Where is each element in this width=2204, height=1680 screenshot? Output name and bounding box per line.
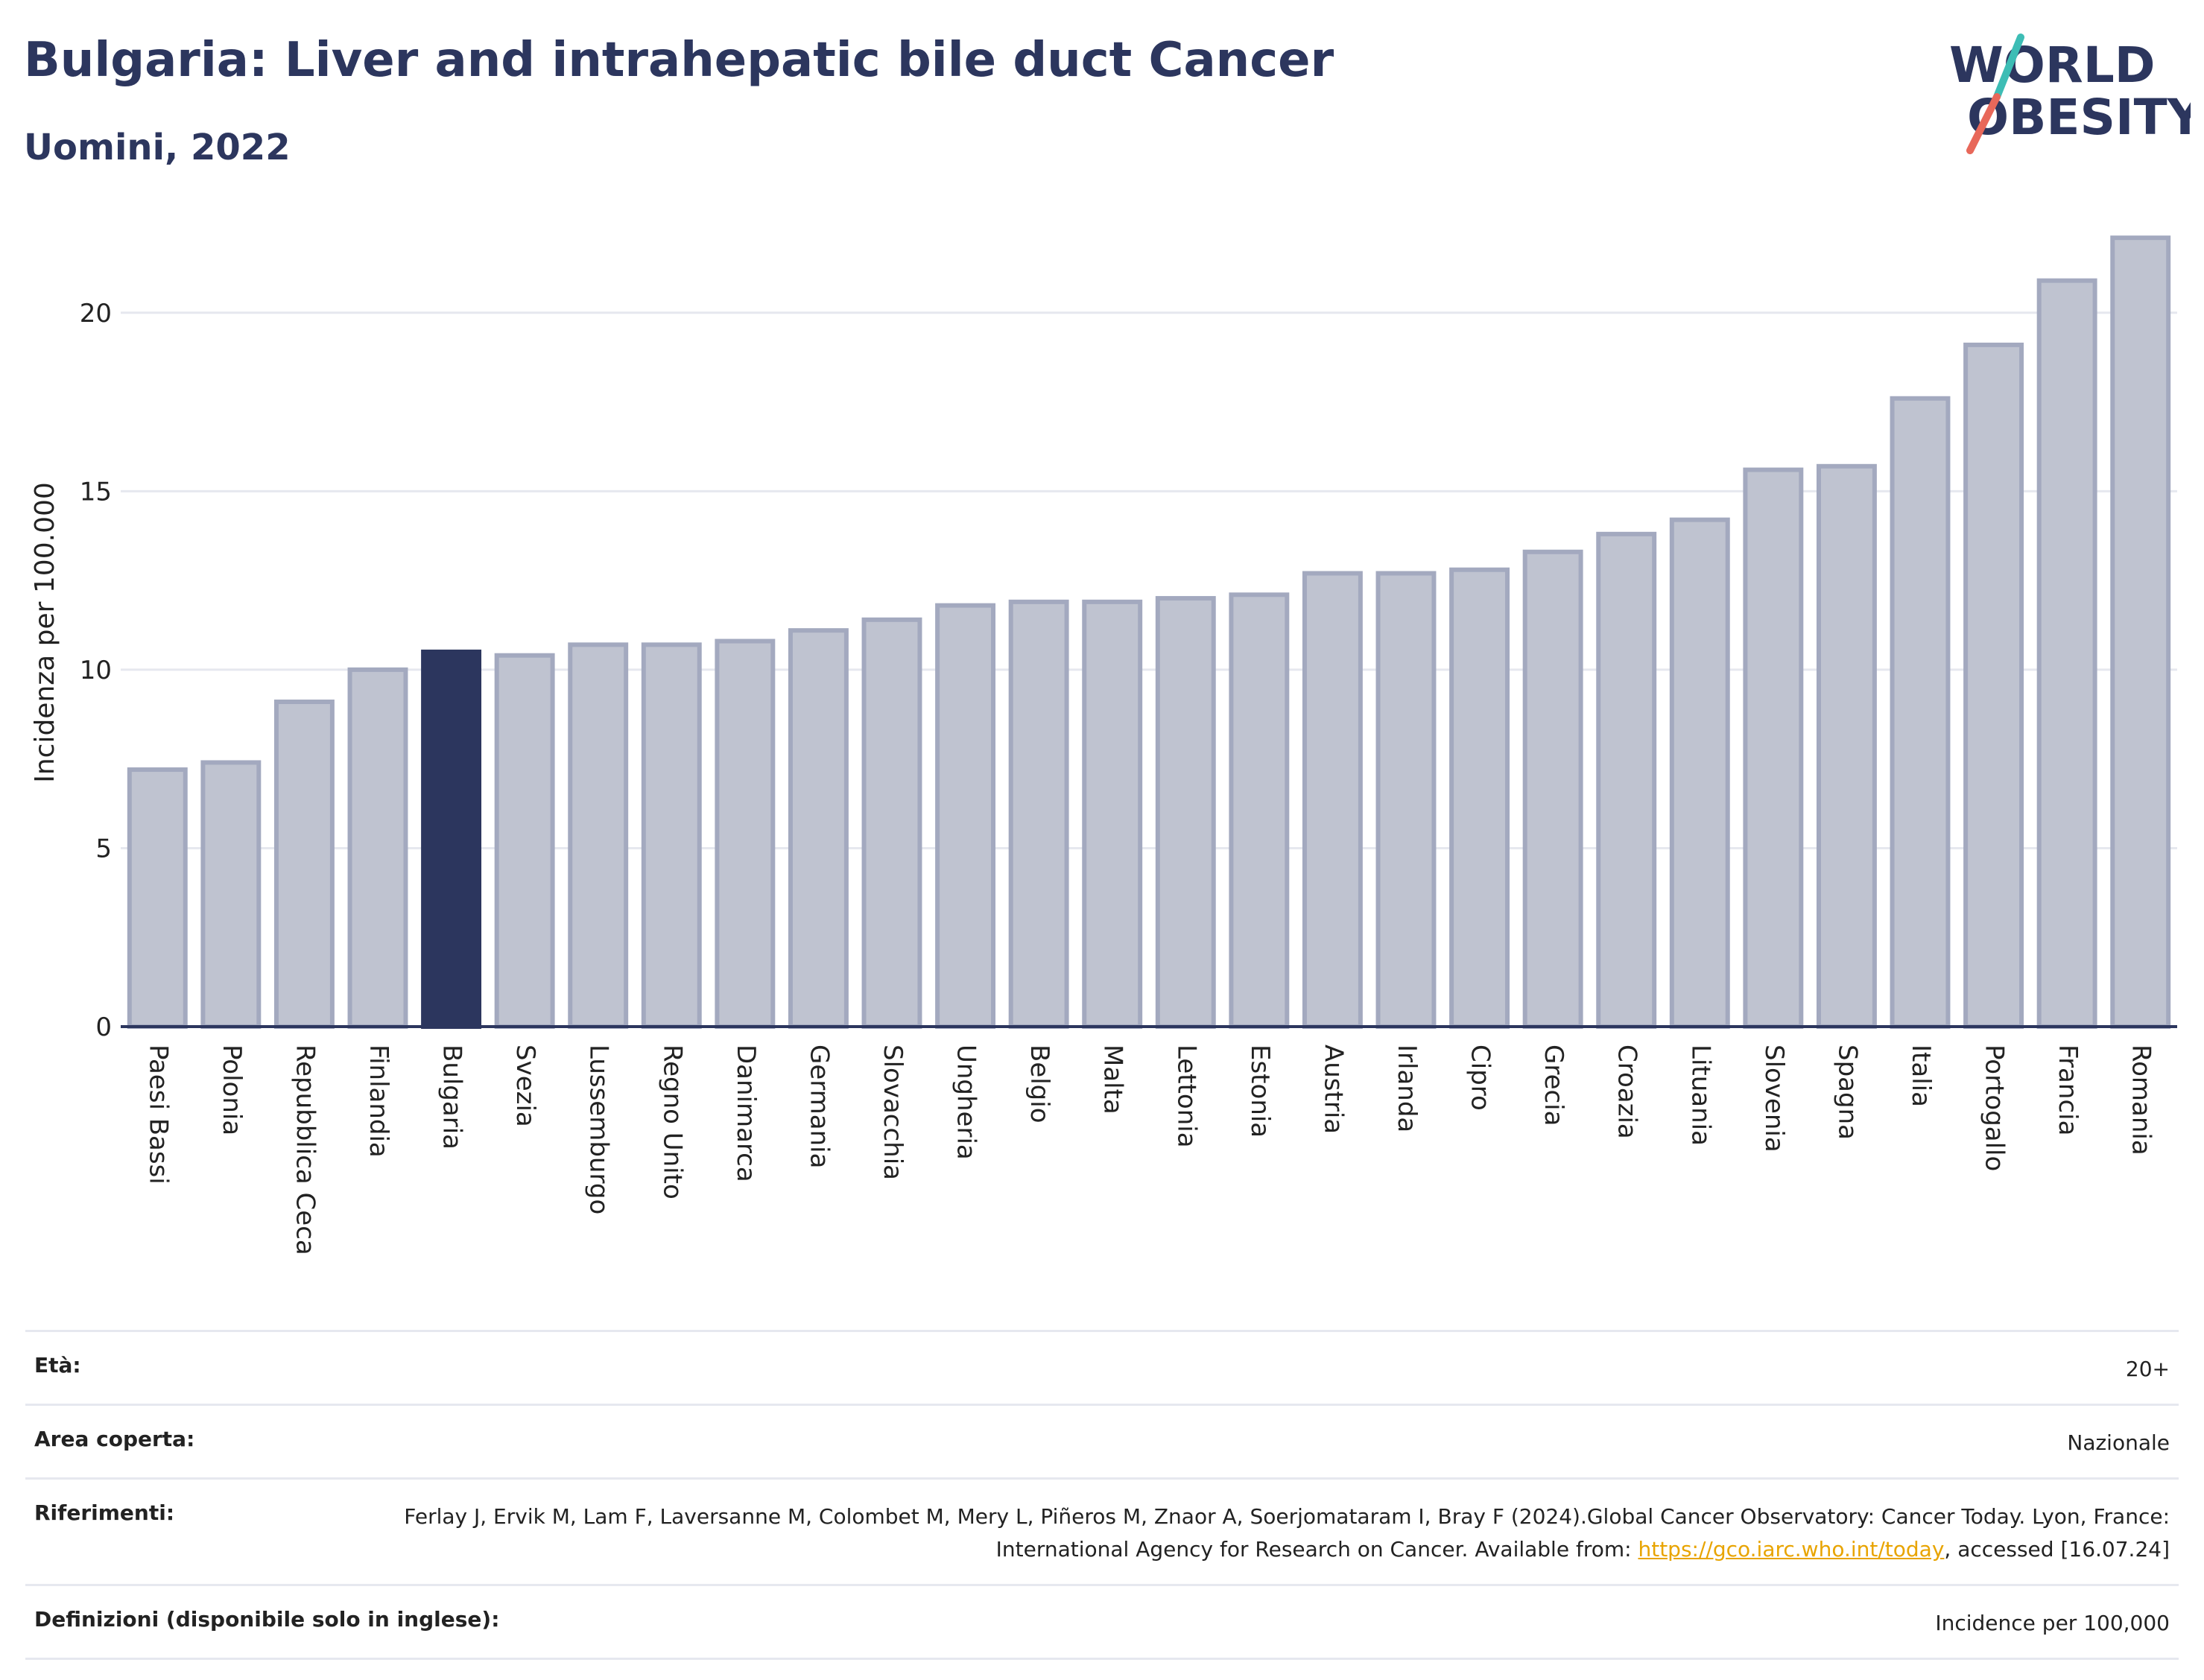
bar-slovacchia[interactable]	[861, 617, 922, 1029]
meta-label-age: Età:	[34, 1353, 81, 1378]
x-tick-label: Lettonia	[1171, 1045, 1201, 1148]
bar-ungheria[interactable]	[935, 603, 996, 1029]
y-tick-label: 15	[80, 477, 112, 507]
page-title: Bulgaria: Liver and intrahepatic bile du…	[24, 33, 1334, 88]
x-tick-label: Austria	[1318, 1045, 1348, 1134]
bar-chart: 0 5 10 15 20 Paesi Bassi Polonia Repubblica Ce…	[30, 235, 2177, 1255]
x-tick-label: Regno Unito	[657, 1045, 687, 1199]
bar-cipro[interactable]	[1449, 567, 1510, 1029]
bar-estonia[interactable]	[1229, 592, 1290, 1029]
y-tick-label: 10	[80, 656, 112, 685]
x-tick-label: Bulgaria	[437, 1045, 467, 1150]
meta-label-definitions: Definizioni (disponibile solo in inglese…	[34, 1607, 500, 1632]
x-tick-label: Malta	[1098, 1045, 1128, 1115]
bar-grecia[interactable]	[1522, 549, 1583, 1029]
x-tick-label: Lituania	[1685, 1045, 1715, 1146]
x-tick-label: Ungheria	[951, 1045, 981, 1160]
reference-text: Ferlay J, Ervik M, Lam F, Laversanne M, …	[404, 1504, 2170, 1562]
x-tick-label: Lussemburgo	[584, 1045, 614, 1214]
x-tick-label: Grecia	[1539, 1045, 1568, 1126]
bar-bulgaria[interactable]	[421, 649, 482, 1030]
bar-belgio[interactable]	[1008, 599, 1069, 1029]
x-tick-label: Germania	[804, 1045, 834, 1168]
bar-spagna[interactable]	[1816, 463, 1877, 1029]
y-tick-label: 20	[80, 299, 112, 329]
x-tick-label: Danimarca	[731, 1045, 761, 1182]
logo-text-obesity: OBESITY	[1967, 89, 2191, 146]
bar-lettonia[interactable]	[1155, 596, 1216, 1029]
bar-regno-unito[interactable]	[641, 642, 702, 1029]
bar-romania[interactable]	[2110, 235, 2171, 1030]
bar-francia[interactable]	[2036, 278, 2097, 1029]
x-tick-label: Portogallo	[1980, 1045, 2010, 1171]
bar-austria[interactable]	[1302, 571, 1363, 1029]
reference-accessed: , accessed [16.07.24]	[1944, 1537, 2170, 1562]
x-tick-label: Slovenia	[1759, 1045, 1789, 1153]
bar-germania[interactable]	[788, 628, 849, 1029]
meta-row-references: Riferimenti: Ferlay J, Ervik M, Lam F, L…	[25, 1477, 2179, 1584]
x-tick-label: Croazia	[1612, 1045, 1642, 1139]
bars	[127, 235, 2171, 1030]
meta-value-definitions: Incidence per 100,000	[1935, 1611, 2170, 1635]
bar-polonia[interactable]	[200, 760, 262, 1029]
x-tick-label: Irlanda	[1392, 1045, 1422, 1132]
page-subtitle: Uomini, 2022	[24, 127, 291, 168]
x-tick-label: Cipro	[1466, 1045, 1495, 1111]
y-tick-label: 5	[95, 834, 112, 863]
bar-svezia[interactable]	[494, 653, 555, 1029]
logo-slash-top	[1993, 34, 2024, 101]
world-obesity-logo[interactable]: WORLD OBESITY	[1937, 22, 2191, 164]
meta-value-references: Ferlay J, Ervik M, Lam F, Laversanne M, …	[381, 1500, 2170, 1566]
y-tick-label: 0	[95, 1012, 112, 1042]
bar-irlanda[interactable]	[1375, 571, 1437, 1029]
metadata-table: Età: 20+ Area coperta: Nazionale Riferim…	[25, 1330, 2179, 1660]
meta-label-area: Area coperta:	[34, 1427, 195, 1451]
bar-italia[interactable]	[1890, 396, 1951, 1029]
x-tick-label: Belgio	[1025, 1045, 1054, 1123]
bar-malta[interactable]	[1082, 599, 1143, 1029]
meta-row-definitions: Definizioni (disponibile solo in inglese…	[25, 1584, 2179, 1660]
x-tick-label: Finlandia	[364, 1045, 393, 1158]
meta-value-age: 20+	[2125, 1357, 2170, 1381]
x-tick-label: Italia	[1906, 1045, 1936, 1107]
bar-lituania[interactable]	[1669, 517, 1730, 1029]
logo-slash-bottom	[1966, 93, 2001, 154]
meta-value-area: Nazionale	[2067, 1430, 2170, 1455]
x-tick-label: Francia	[2053, 1045, 2083, 1135]
x-tick-label: Polonia	[217, 1045, 247, 1135]
x-tick-label: Slovacchia	[878, 1045, 908, 1180]
y-axis-label: Incidenza per 100.000	[30, 482, 60, 783]
y-axis-ticks: 0 5 10 15 20	[80, 299, 112, 1042]
bar-portogallo[interactable]	[1963, 342, 2024, 1029]
bar-finlandia[interactable]	[347, 667, 408, 1030]
meta-row-area: Area coperta: Nazionale	[25, 1404, 2179, 1477]
x-tick-label: Romania	[2127, 1045, 2156, 1156]
x-tick-label: Paesi Bassi	[143, 1045, 173, 1185]
bar-paesi-bassi[interactable]	[127, 767, 188, 1030]
bar-danimarca[interactable]	[715, 638, 776, 1029]
x-tick-label: Spagna	[1832, 1045, 1862, 1140]
x-axis-ticks: Paesi Bassi Polonia Repubblica Ceca Finland…	[143, 1045, 2156, 1255]
bar-repubblica-ceca[interactable]	[273, 700, 335, 1030]
bar-croazia[interactable]	[1596, 531, 1657, 1029]
reference-link[interactable]: https://gco.iarc.who.int/today	[1638, 1537, 1945, 1562]
x-tick-label: Svezia	[510, 1045, 540, 1127]
meta-label-references: Riferimenti:	[34, 1500, 175, 1525]
x-tick-label: Repubblica Ceca	[290, 1045, 320, 1255]
x-tick-label: Estonia	[1245, 1045, 1275, 1138]
bar-lussemburgo[interactable]	[568, 642, 629, 1029]
meta-row-age: Età: 20+	[25, 1330, 2179, 1404]
bar-slovenia[interactable]	[1743, 467, 1804, 1029]
logo-text-world: WORLD	[1949, 37, 2156, 94]
